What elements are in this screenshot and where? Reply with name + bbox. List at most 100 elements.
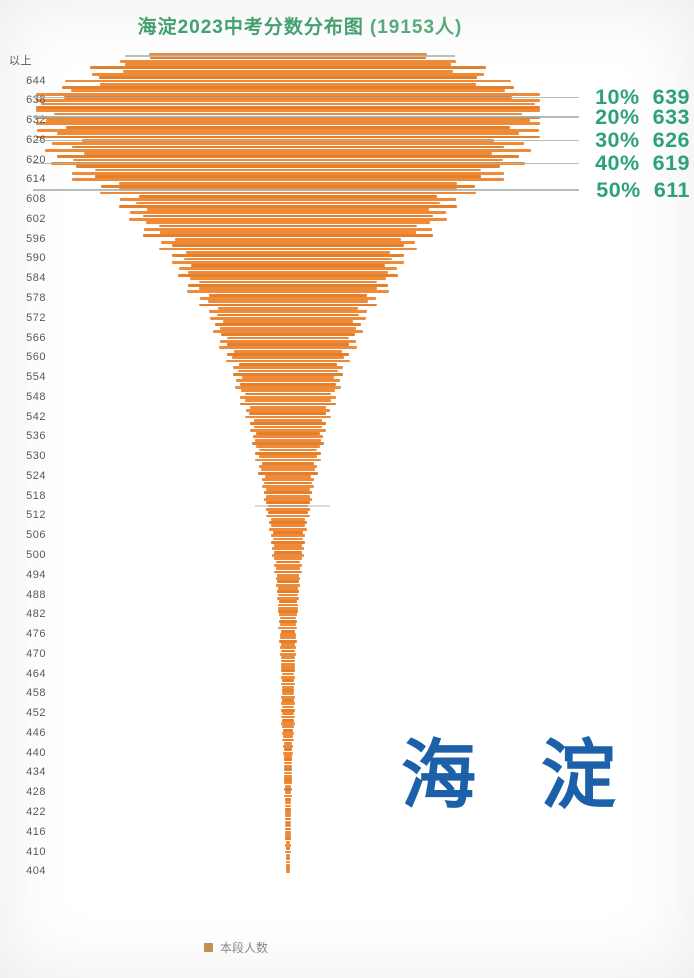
bar: [149, 56, 427, 60]
bar: [199, 303, 377, 307]
bar: [274, 563, 302, 567]
bar: [139, 194, 437, 198]
bar: [232, 372, 344, 376]
bar: [51, 142, 525, 145]
y-axis-tick-label: 530: [26, 450, 46, 463]
bar: [253, 425, 323, 429]
y-axis-tick-label: 482: [26, 608, 46, 621]
y-axis-tick-label: 494: [26, 568, 46, 581]
chart-title-count: (19153人): [369, 17, 463, 38]
bar: [99, 76, 477, 80]
y-axis-tick-label: 506: [26, 529, 46, 542]
y-axis-tick-label: 446: [26, 726, 46, 739]
bar: [278, 626, 298, 630]
bar: [239, 402, 337, 406]
bar: [282, 735, 293, 739]
bar: [71, 89, 505, 93]
bar: [72, 145, 504, 149]
faint-reference-line: [255, 505, 330, 507]
bar: [276, 580, 300, 584]
bar: [172, 254, 404, 258]
bar: [281, 679, 295, 683]
bar: [285, 870, 291, 874]
y-axis-tick-label: 422: [26, 805, 46, 818]
bar: [268, 511, 308, 515]
bar: [284, 797, 292, 801]
bar: [279, 623, 297, 627]
bar: [222, 320, 354, 323]
bar: [158, 247, 418, 251]
bar: [71, 171, 505, 175]
y-axis-tick-label: 560: [26, 351, 46, 364]
percentile-percent: 30%: [595, 128, 640, 153]
chart-title-text: 海淀2023中考分数分布图: [137, 17, 364, 38]
bar: [264, 475, 312, 478]
percentile-score: 633: [652, 105, 690, 130]
bar: [207, 300, 369, 304]
bar: [278, 587, 298, 590]
bar: [36, 109, 540, 113]
bar: [283, 748, 293, 752]
bar: [279, 616, 297, 620]
bar: [174, 237, 402, 241]
y-axis-tick-label: 416: [26, 825, 46, 838]
bar: [284, 794, 292, 798]
bar: [280, 659, 296, 663]
legend-color-swatch: [204, 943, 213, 952]
bar: [249, 422, 327, 426]
bar: [284, 801, 292, 804]
y-axis-tick-label: 464: [26, 667, 46, 680]
bar: [261, 461, 315, 465]
bar: [221, 333, 355, 337]
bar: [245, 392, 331, 396]
y-axis-tick-label: 500: [26, 548, 46, 561]
y-axis-tick-label: 410: [26, 845, 46, 858]
bar: [220, 326, 356, 330]
bar: [254, 458, 322, 462]
bar: [284, 774, 292, 778]
bar: [277, 603, 299, 607]
bar: [217, 313, 359, 317]
bar: [284, 784, 292, 788]
y-axis-tick-label: 536: [26, 430, 46, 443]
y-axis-tick-label: 578: [26, 291, 46, 304]
bar: [119, 59, 457, 63]
bar: [283, 764, 293, 768]
bar: [279, 633, 297, 636]
bar: [285, 837, 291, 841]
y-axis-tick-label: 566: [26, 331, 46, 344]
bar: [277, 573, 299, 577]
y-axis-tick-label: 524: [26, 469, 46, 482]
y-axis-tick-label: 542: [26, 410, 46, 423]
bar: [285, 860, 291, 864]
bar: [281, 669, 295, 673]
percentile-label: 10% 639: [540, 85, 690, 110]
bar: [281, 718, 295, 722]
bar: [41, 102, 535, 106]
percentile-label: 20% 633: [540, 105, 690, 130]
percentile-line: [33, 162, 579, 165]
bar: [208, 293, 367, 297]
bar: [277, 610, 299, 613]
y-axis-tick-label: 596: [26, 232, 46, 245]
bar: [73, 158, 503, 162]
bar: [94, 168, 482, 172]
bar: [258, 455, 318, 459]
bar: [57, 155, 519, 159]
percentile-percent: 10%: [595, 85, 640, 110]
bar: [278, 593, 298, 597]
percentile-label: 30% 626: [540, 128, 690, 153]
percentile-score: 626: [652, 128, 690, 153]
bar: [183, 257, 393, 261]
bar: [199, 297, 377, 300]
bar: [282, 685, 294, 689]
bar: [251, 442, 325, 445]
bar: [36, 135, 540, 139]
y-axis-tick-label: 608: [26, 193, 46, 206]
bar: [198, 280, 378, 284]
bar: [125, 63, 451, 66]
bar: [284, 814, 292, 818]
bar: [275, 583, 301, 587]
y-axis-tick-label: 518: [26, 489, 46, 502]
percentile-percent: 20%: [595, 105, 640, 130]
